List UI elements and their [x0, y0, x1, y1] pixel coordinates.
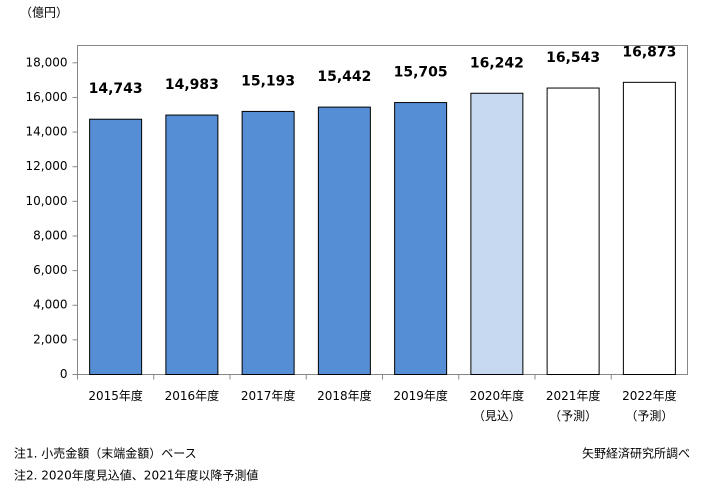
x-tick-label: 2018年度: [317, 388, 372, 403]
y-tick-label: 10,000: [26, 194, 68, 208]
x-tick-label: 2017年度: [241, 388, 296, 403]
value-label: 15,705: [394, 65, 448, 81]
y-tick-label: 8,000: [33, 228, 67, 242]
x-tick-note: （見込）: [473, 409, 521, 423]
x-tick-label: 2022年度: [622, 388, 677, 403]
y-tick-label: 16,000: [26, 90, 68, 104]
bar: [241, 110, 295, 376]
bar: [622, 81, 676, 375]
x-tick-label: 2015年度: [88, 388, 143, 403]
note: 注1. 小売金額（末端金額）ベース: [14, 446, 197, 461]
x-tick-label: 2019年度: [393, 388, 448, 403]
x-tick-label: 2016年度: [165, 388, 220, 403]
x-tick-note: （予測）: [625, 409, 673, 423]
note: 注2. 2020年度見込値、2021年度以降予測値: [14, 468, 258, 483]
unit-label: （億円）: [20, 6, 68, 20]
y-tick-label: 2,000: [33, 332, 67, 346]
bar: [317, 106, 371, 375]
bar: [470, 92, 524, 375]
value-label: 16,242: [470, 55, 524, 71]
value-label: 16,873: [622, 44, 676, 60]
value-label: 14,743: [89, 81, 143, 97]
bar: [165, 114, 219, 375]
value-label: 16,543: [546, 50, 600, 66]
x-tick-note: （予測）: [549, 409, 597, 423]
y-tick-label: 0: [60, 367, 68, 381]
bar: [394, 102, 448, 376]
x-tick-label: 2021年度: [546, 388, 601, 403]
y-tick-label: 6,000: [33, 263, 67, 277]
bar: [89, 118, 143, 375]
y-tick-label: 12,000: [26, 159, 68, 173]
x-tick-label: 2020年度: [470, 388, 525, 403]
value-label: 14,983: [165, 77, 219, 93]
value-label: 15,193: [241, 73, 295, 89]
bar: [546, 87, 600, 375]
y-tick-label: 14,000: [26, 125, 68, 139]
value-label: 15,442: [317, 69, 371, 85]
source: 矢野経済研究所調べ: [582, 446, 690, 461]
y-tick-label: 18,000: [26, 55, 68, 69]
y-tick-label: 4,000: [33, 298, 67, 312]
